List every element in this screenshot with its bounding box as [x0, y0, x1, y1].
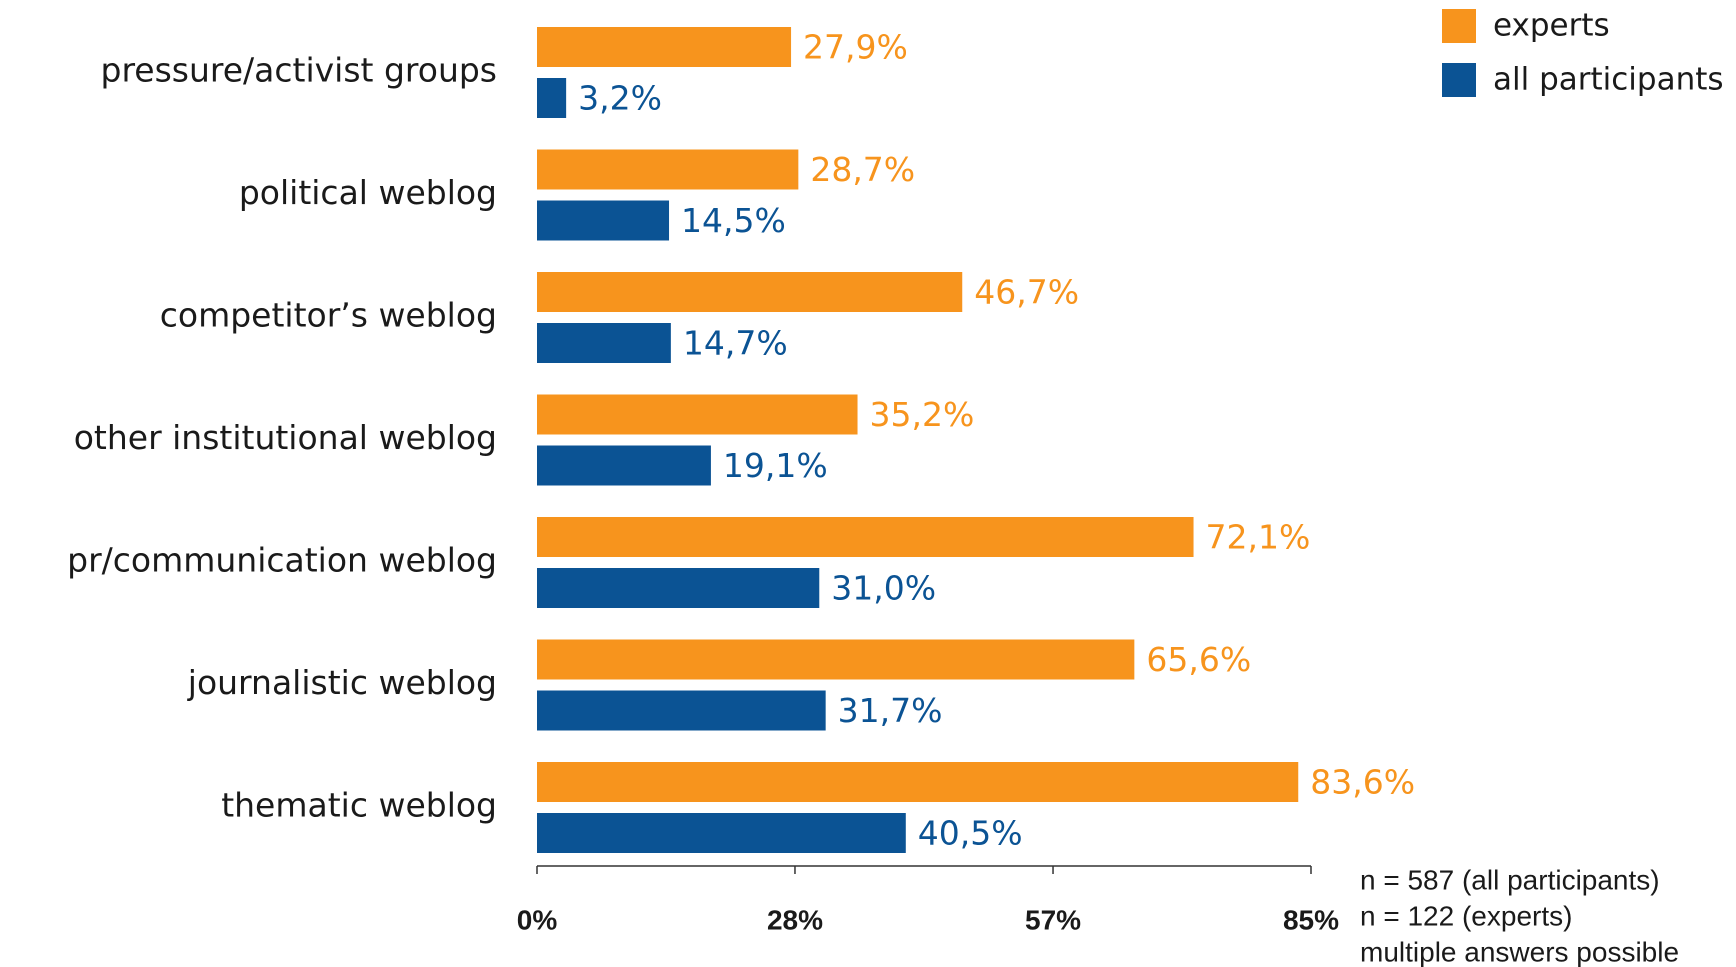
- data-label: 31,0%: [831, 569, 936, 608]
- x-tick-label: 0%: [517, 904, 558, 935]
- category-label: competitor’s weblog: [160, 296, 497, 335]
- x-tick-label: 28%: [767, 904, 823, 935]
- bar: [537, 813, 906, 853]
- bar: [537, 568, 820, 608]
- data-label: 31,7%: [838, 691, 943, 730]
- data-label: 40,5%: [918, 814, 1023, 853]
- bar: [537, 762, 1299, 802]
- data-label: 83,6%: [1310, 763, 1415, 802]
- bar: [537, 27, 792, 67]
- data-label: 19,1%: [723, 446, 828, 485]
- bar: [537, 394, 858, 435]
- x-tick-label: 85%: [1283, 904, 1339, 935]
- category-label: pressure/activist groups: [101, 51, 497, 90]
- bar: [537, 200, 670, 241]
- bar: [537, 323, 671, 363]
- data-label: 3,2%: [578, 79, 662, 118]
- data-label: 27,9%: [803, 28, 908, 67]
- bar: [537, 272, 963, 312]
- bar: [537, 445, 711, 486]
- annotation: multiple answers possible: [1360, 936, 1679, 967]
- legend-swatch: [1442, 63, 1476, 97]
- data-label: 28,7%: [810, 150, 915, 189]
- category-label: pr/communication weblog: [67, 541, 497, 580]
- bar: [537, 149, 799, 190]
- category-label: journalistic weblog: [187, 663, 497, 702]
- legend-swatch: [1442, 9, 1476, 43]
- bar: [537, 639, 1135, 680]
- bar: [537, 517, 1194, 557]
- data-label: 72,1%: [1206, 518, 1311, 557]
- data-label: 35,2%: [870, 395, 975, 434]
- category-label: political weblog: [239, 173, 497, 212]
- annotation: n = 587 (all participants): [1360, 864, 1660, 895]
- legend-label: experts: [1493, 8, 1610, 44]
- bar: [537, 78, 567, 118]
- legend-label: all participants: [1493, 62, 1724, 98]
- data-label: 46,7%: [974, 273, 1079, 312]
- data-label: 14,5%: [681, 201, 786, 240]
- category-label: other institutional weblog: [74, 418, 497, 457]
- annotation: n = 122 (experts): [1360, 900, 1572, 931]
- category-label: thematic weblog: [221, 786, 497, 825]
- bar: [537, 690, 826, 731]
- data-label: 14,7%: [683, 324, 788, 363]
- x-tick-label: 57%: [1025, 904, 1081, 935]
- data-label: 65,6%: [1146, 640, 1251, 679]
